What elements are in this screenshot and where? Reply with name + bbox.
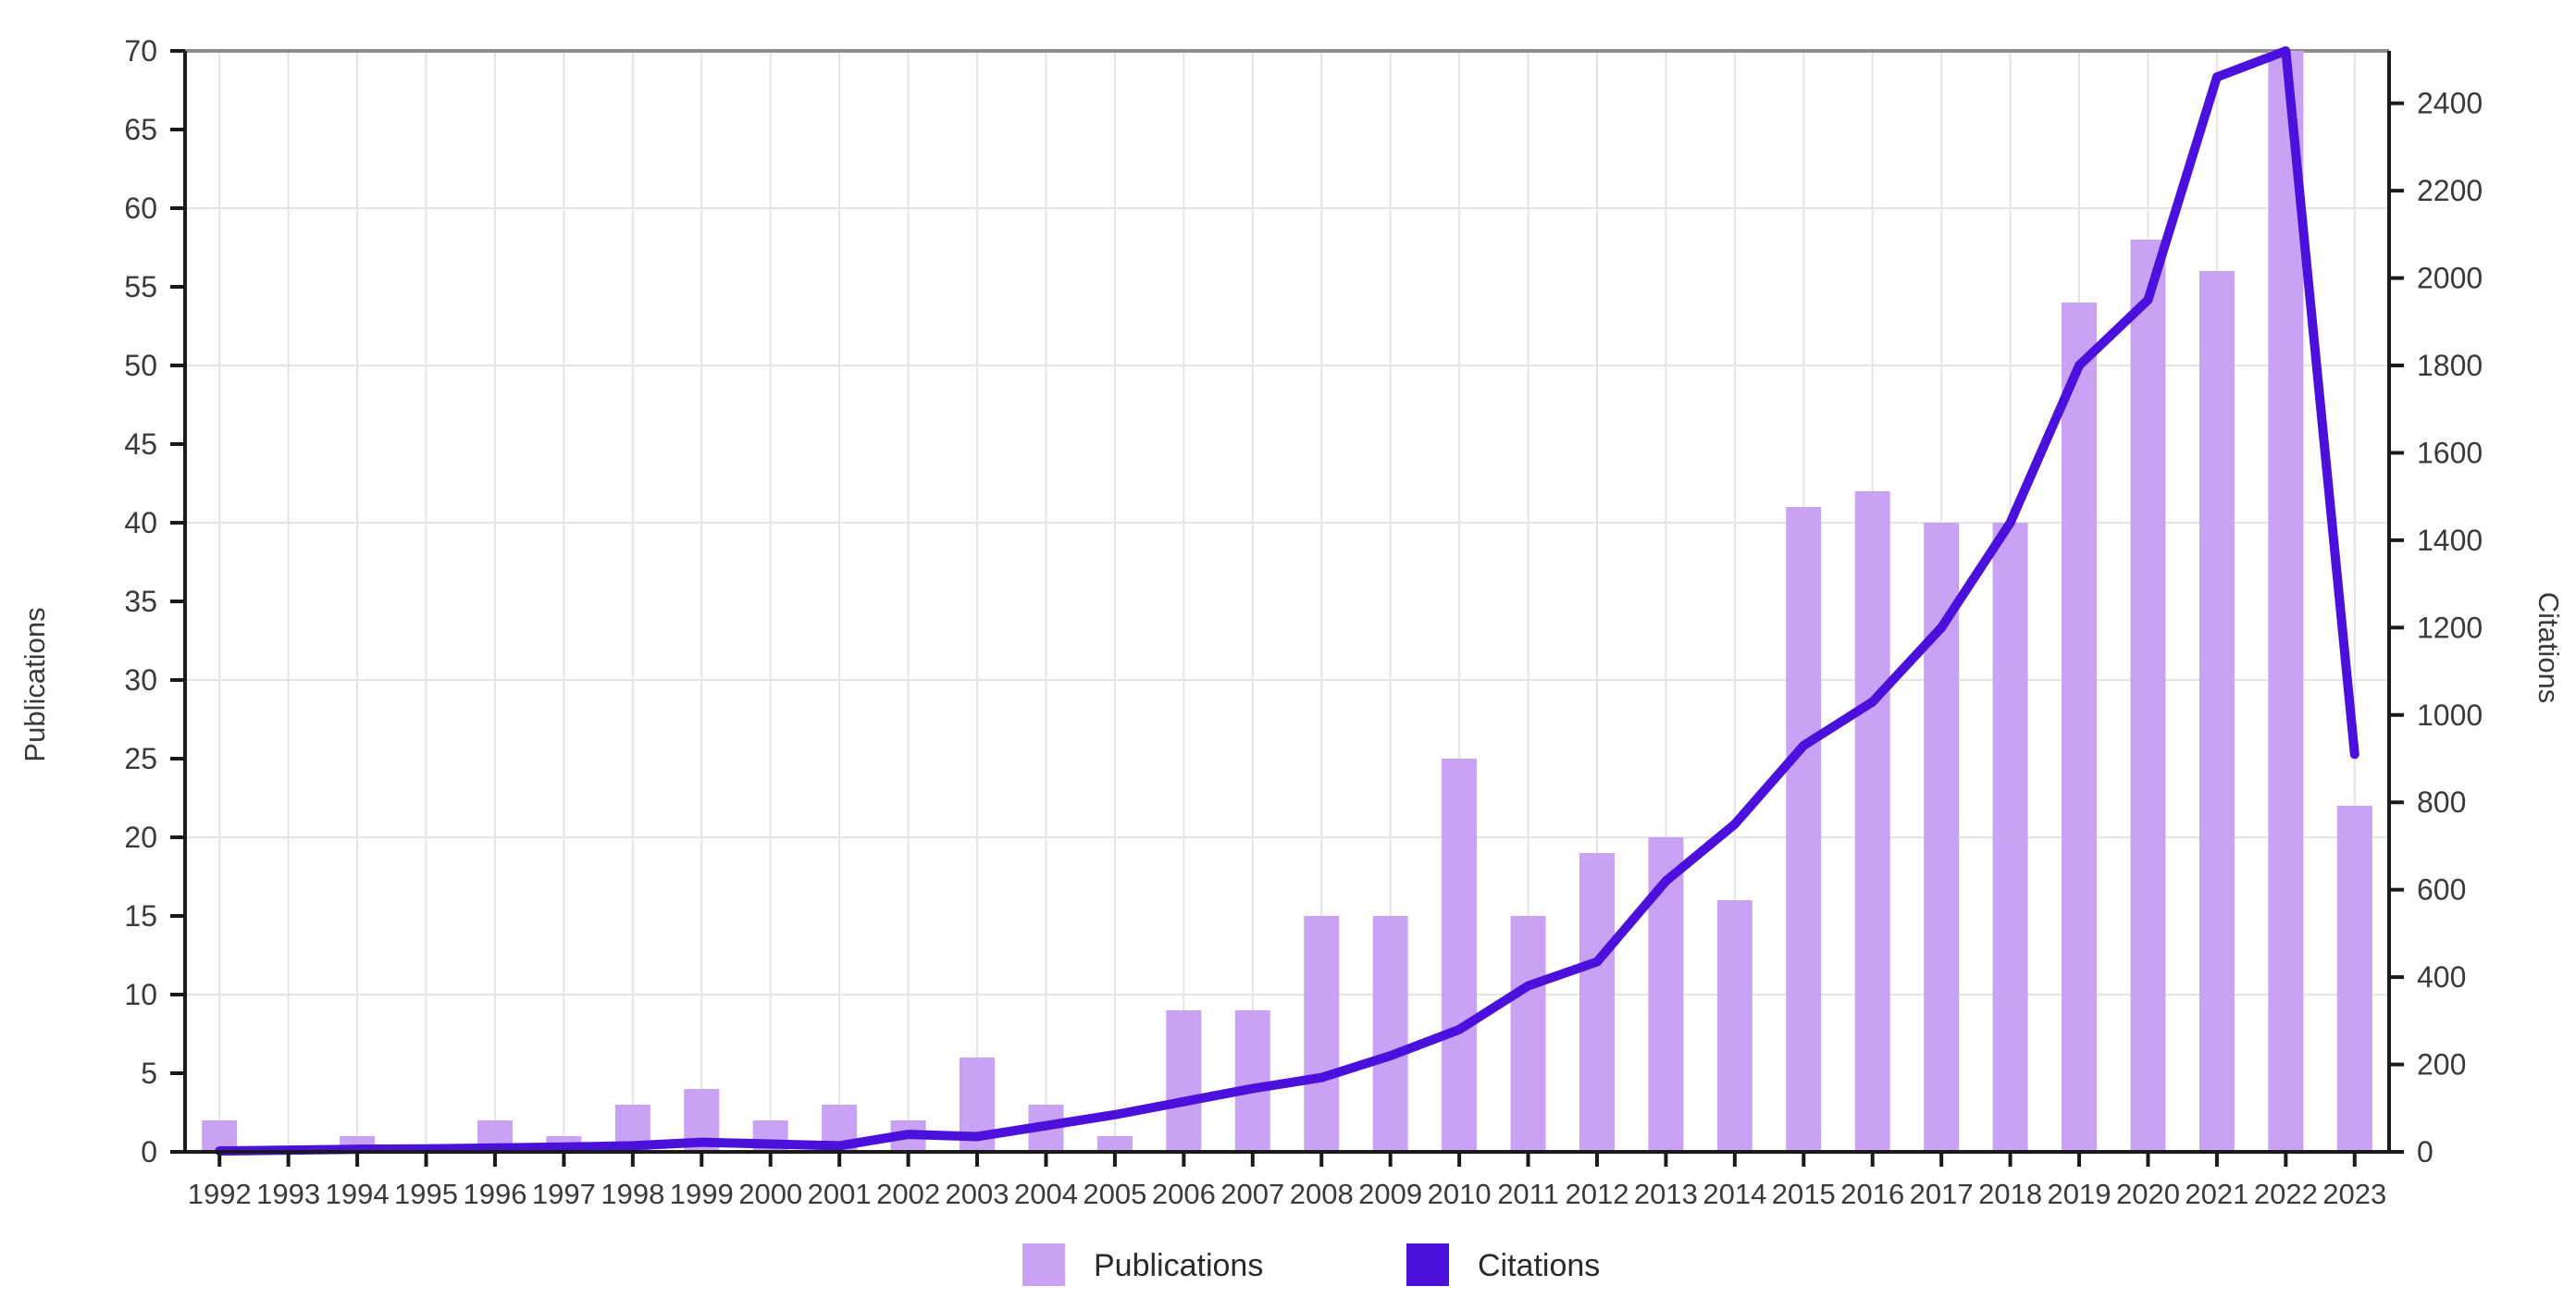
x-tick-label: 1995: [394, 1178, 458, 1210]
right-tick-label: 1200: [2417, 611, 2483, 644]
right-tick-label: 1800: [2417, 349, 2483, 382]
plot-area: 0 5 10 15 20 25 30 35 40 45 50 55 60 65 70 0 200 400 600 80…: [124, 34, 2483, 1210]
publications-bars: [202, 51, 2372, 1152]
x-tick-label: 2014: [1703, 1178, 1766, 1210]
x-tick-label: 1996: [463, 1178, 526, 1210]
x-tick-label: 2007: [1220, 1178, 1284, 1210]
left-tick-label: 15: [124, 899, 157, 933]
x-tick-label: 2005: [1083, 1178, 1146, 1210]
right-tick-label: 2000: [2417, 262, 2483, 295]
x-tick-label: 2009: [1358, 1178, 1422, 1210]
x-tick-label: 2022: [2254, 1178, 2318, 1210]
publications-bar: [1716, 900, 1752, 1152]
x-tick-label: 2018: [1978, 1178, 2042, 1210]
publications-bar: [1786, 507, 1822, 1152]
left-tick-label: 50: [124, 349, 157, 382]
left-tick-label: 60: [124, 192, 157, 225]
left-axis-title: Publications: [19, 607, 51, 761]
x-tick-label: 2004: [1014, 1178, 1078, 1210]
left-tick-label: 10: [124, 978, 157, 1011]
x-tick-label: 1997: [532, 1178, 596, 1210]
publications-bar: [1234, 1010, 1270, 1152]
right-tick-label: 800: [2417, 785, 2466, 819]
x-tick-label: 2020: [2116, 1178, 2180, 1210]
left-tick-label: 20: [124, 821, 157, 854]
publications-bar: [1096, 1136, 1133, 1152]
legend-swatch-citations: [1406, 1243, 1449, 1286]
citations-line: [215, 46, 2359, 1156]
left-tick-label: 25: [124, 742, 157, 775]
legend-label-citations: Citations: [1478, 1248, 1600, 1283]
publications-bar: [2130, 240, 2166, 1152]
x-tick-label: 1999: [670, 1178, 734, 1210]
publications-bar: [2336, 806, 2372, 1152]
left-tick-label: 0: [141, 1135, 157, 1169]
legend: Publications Citations: [1022, 1243, 1600, 1286]
x-tick-label: 2015: [1772, 1178, 1836, 1210]
publications-bar: [1442, 759, 1478, 1152]
publications-bar: [1992, 523, 2028, 1152]
left-tick-label: 45: [124, 427, 157, 461]
x-tick-label: 1993: [256, 1178, 320, 1210]
x-tick-label: 2008: [1290, 1178, 1354, 1210]
left-tick-label: 65: [124, 113, 157, 146]
x-tick-label: 2017: [1910, 1178, 1974, 1210]
x-tick-label: 2023: [2322, 1178, 2386, 1210]
publications-bar: [1372, 916, 1408, 1152]
vertical-gridlines: [218, 51, 2356, 1152]
right-tick-label: 2400: [2417, 87, 2483, 120]
left-tick-label: 55: [124, 270, 157, 303]
x-tick-label: 2002: [876, 1178, 940, 1210]
x-tick-label: 2019: [2048, 1178, 2112, 1210]
publications-bar: [1304, 916, 1340, 1152]
x-tick-label: 1998: [601, 1178, 664, 1210]
x-tick-label: 1992: [188, 1178, 252, 1210]
left-axis-ticks: 0 5 10 15 20 25 30 35 40 45 50 55 60 65 70: [124, 34, 185, 1169]
x-tick-label: 2011: [1497, 1178, 1559, 1210]
x-tick-label: 2016: [1840, 1178, 1904, 1210]
right-tick-label: 2200: [2417, 174, 2483, 207]
left-tick-label: 30: [124, 663, 157, 697]
x-tick-label: 2021: [2185, 1178, 2248, 1210]
right-tick-label: 400: [2417, 960, 2466, 994]
x-tick-label: 2010: [1428, 1178, 1492, 1210]
x-tick-label: 1994: [326, 1178, 390, 1210]
right-tick-label: 1400: [2417, 524, 2483, 557]
x-tick-label: 2006: [1152, 1178, 1216, 1210]
right-tick-label: 1600: [2417, 436, 2483, 469]
horizontal-gridlines: [185, 207, 2389, 996]
publications-bar: [2062, 303, 2098, 1152]
right-axis-ticks: 0 200 400 600 800 1000 1200 1400 1600 1800 2000 220…: [2389, 87, 2483, 1169]
publications-bar: [1166, 1010, 1202, 1152]
publications-bar: [1854, 491, 1890, 1152]
left-tick-label: 5: [141, 1057, 157, 1090]
right-tick-label: 600: [2417, 873, 2466, 907]
legend-swatch-publications: [1022, 1243, 1065, 1286]
legend-label-publications: Publications: [1094, 1248, 1263, 1283]
publications-bar: [2268, 51, 2304, 1152]
publications-bar: [2198, 271, 2235, 1152]
x-tick-label: 2000: [738, 1178, 802, 1210]
right-tick-label: 200: [2417, 1048, 2466, 1082]
left-tick-label: 35: [124, 585, 157, 618]
publications-bar: [1579, 853, 1615, 1152]
publications-bar: [1510, 916, 1546, 1152]
left-tick-label: 40: [124, 506, 157, 539]
left-tick-label: 70: [124, 34, 157, 68]
x-tick-label: 2012: [1565, 1178, 1629, 1210]
x-tick-label: 2013: [1634, 1178, 1698, 1210]
right-tick-label: 0: [2417, 1135, 2434, 1169]
x-tick-label: 2003: [946, 1178, 1009, 1210]
x-tick-label: 2001: [808, 1178, 872, 1210]
x-axis-ticks: 1992 1993 1994 1995 1996 1997 1998 1999 2000 2001…: [188, 1152, 2386, 1210]
right-tick-label: 1000: [2417, 699, 2483, 732]
right-axis-title: Citations: [2533, 592, 2565, 704]
